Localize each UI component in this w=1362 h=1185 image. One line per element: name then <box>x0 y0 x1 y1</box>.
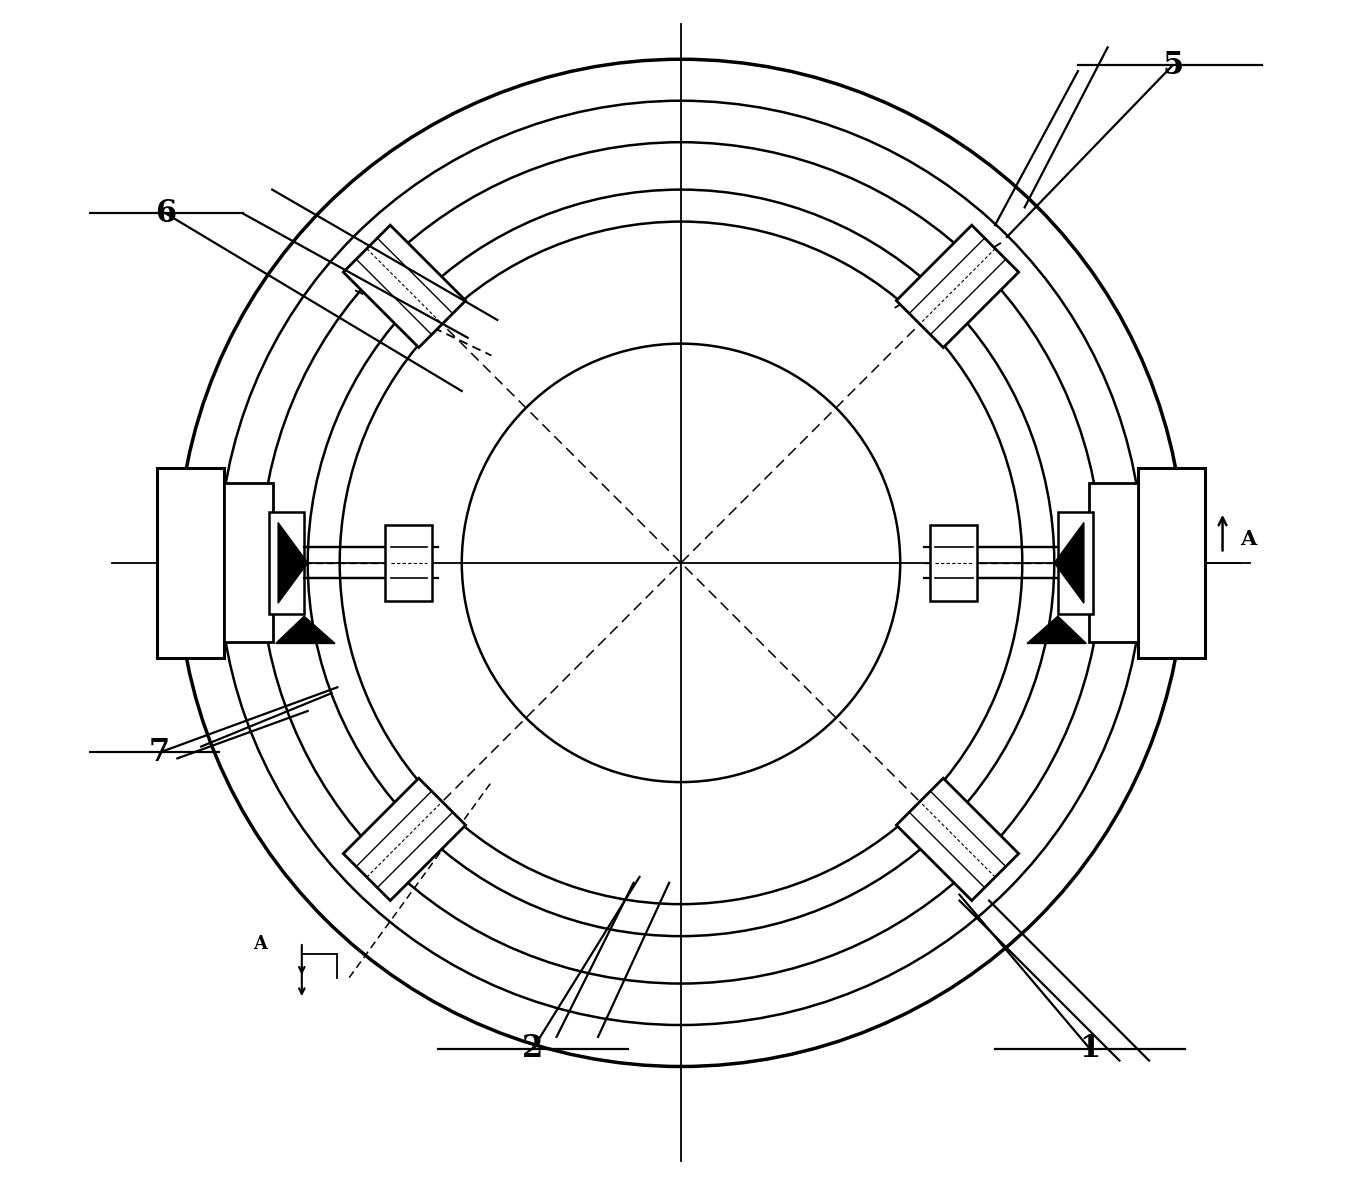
Text: 6: 6 <box>155 198 176 229</box>
Text: A: A <box>253 935 267 954</box>
Bar <box>1088 483 1139 642</box>
Polygon shape <box>896 779 1019 901</box>
Bar <box>223 483 274 642</box>
Polygon shape <box>343 779 466 901</box>
Bar <box>1058 512 1094 614</box>
Polygon shape <box>278 523 308 603</box>
Text: A: A <box>1241 530 1257 549</box>
Text: 5: 5 <box>1162 50 1184 81</box>
Polygon shape <box>896 225 1019 347</box>
Bar <box>384 525 432 601</box>
Text: 1: 1 <box>1079 1033 1100 1064</box>
Bar <box>157 468 223 658</box>
Polygon shape <box>275 616 335 643</box>
Polygon shape <box>1027 616 1087 643</box>
Bar <box>268 512 304 614</box>
Polygon shape <box>343 225 466 347</box>
Text: 2: 2 <box>522 1033 543 1064</box>
Bar <box>1139 468 1205 658</box>
Bar <box>930 525 978 601</box>
Text: 7: 7 <box>148 737 170 768</box>
Polygon shape <box>1054 523 1084 603</box>
